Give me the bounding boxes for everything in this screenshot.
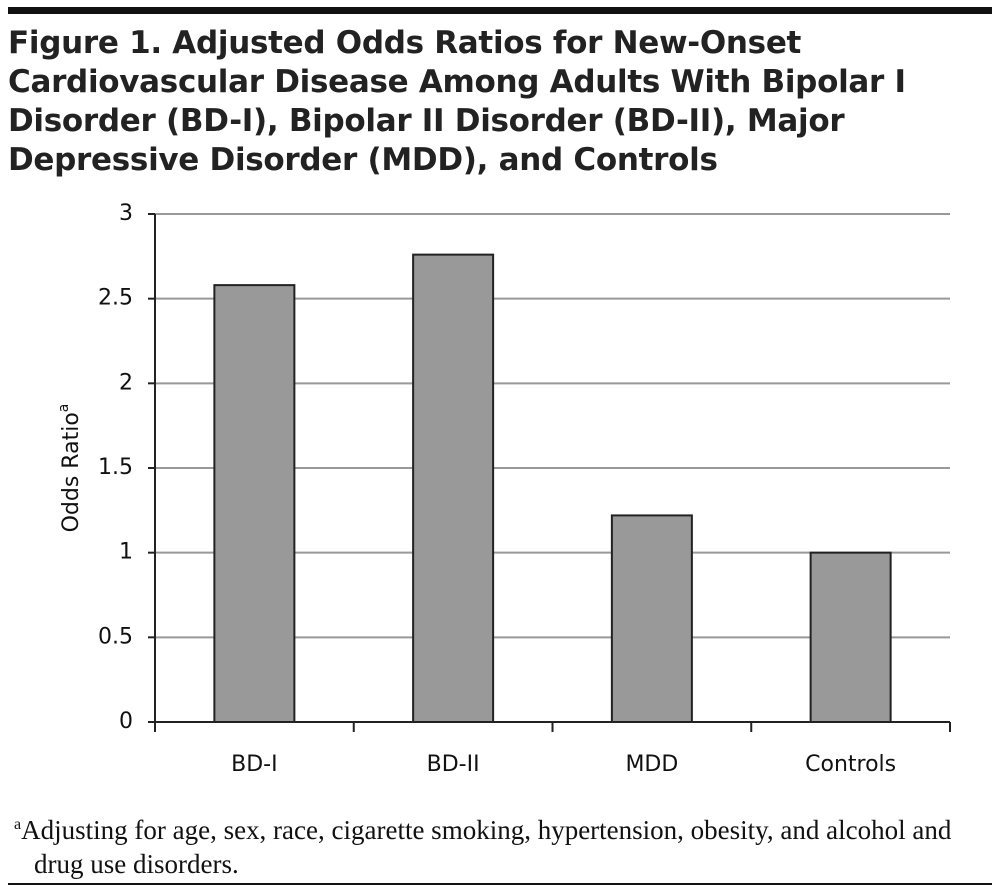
bar bbox=[213, 284, 296, 723]
y-tick-label: 0 bbox=[119, 709, 133, 734]
chart-title: Figure 1. Adjusted Odds Ratios for New-O… bbox=[8, 25, 906, 178]
footnote: aAdjusting for age, sex, race, cigarette… bbox=[14, 808, 994, 881]
footnote-text: Adjusting for age, sex, race, cigarette … bbox=[21, 815, 952, 879]
y-tick-label: 2.5 bbox=[98, 286, 133, 311]
x-tick-label: BD-II bbox=[427, 752, 480, 777]
y-tick-label: 0.5 bbox=[98, 624, 133, 649]
y-axis-label: Odds Ratioa bbox=[56, 404, 84, 533]
bar bbox=[412, 253, 495, 723]
y-tick-label: 3 bbox=[119, 201, 133, 226]
y-tick-label: 1 bbox=[119, 540, 133, 565]
bar bbox=[610, 514, 693, 723]
bar bbox=[809, 551, 892, 724]
top-rule bbox=[8, 7, 992, 14]
footnote-marker: a bbox=[14, 816, 22, 833]
y-tick-label: 2 bbox=[119, 370, 133, 395]
x-tick-label: MDD bbox=[625, 752, 678, 777]
y-axis-label-text: Odds Ratio bbox=[59, 412, 84, 532]
y-axis-label-sup: a bbox=[56, 404, 72, 413]
bottom-rule bbox=[8, 883, 992, 885]
y-tick-label: 1.5 bbox=[98, 455, 133, 480]
x-tick-label: Controls bbox=[805, 752, 896, 777]
x-tick-label: BD-I bbox=[231, 752, 277, 777]
